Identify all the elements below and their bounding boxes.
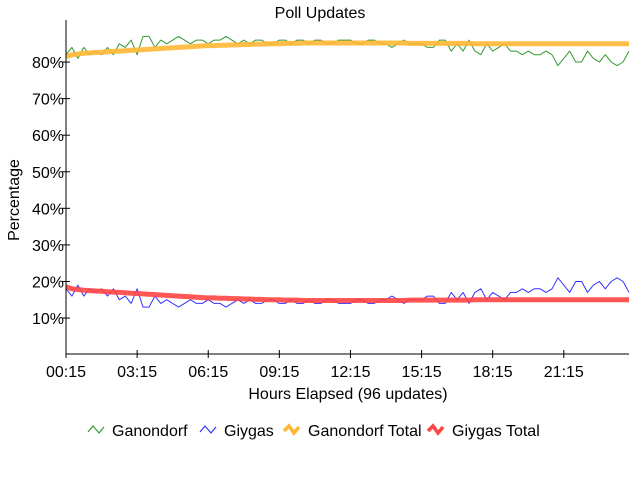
legend-swatch-icon	[426, 423, 445, 436]
legend-item: Ganondorf Total	[282, 423, 422, 440]
legend-label: Ganondorf	[112, 423, 188, 440]
x-tick-label: 00:15	[46, 364, 86, 381]
x-tick-label: 21:15	[544, 364, 584, 381]
series-line-giygas	[65, 277, 630, 308]
y-tick-label: 50%	[32, 165, 64, 182]
x-tick-label: 15:15	[402, 364, 442, 381]
legend-item: Giygas Total	[426, 423, 540, 440]
x-tick-label: 03:15	[117, 364, 157, 381]
legend-label: Giygas Total	[452, 423, 540, 440]
legend-item: Ganondorf	[87, 423, 188, 440]
x-tick-label: 09:15	[259, 364, 299, 381]
y-tick-label: 60%	[32, 128, 64, 145]
x-ticks: 00:15 03:15 06:15 09:15 12:15 15:15 18:15 21:15	[46, 350, 584, 381]
legend-swatch-icon	[282, 423, 301, 436]
y-tick-label: 30%	[32, 238, 64, 255]
legend-swatch-icon	[199, 425, 217, 434]
x-tick-label: 06:15	[188, 364, 228, 381]
chart-title: Poll Updates	[275, 5, 366, 22]
legend-label: Giygas	[224, 423, 274, 440]
y-tick-label: 40%	[32, 201, 64, 218]
series-line-giygas-total	[65, 284, 629, 303]
x-tick-label: 18:15	[473, 364, 513, 381]
y-tick-label: 70%	[32, 92, 64, 109]
x-tick-label: 12:15	[330, 364, 370, 381]
series-line-ganondorf	[65, 35, 630, 67]
y-ticks: 10% 20% 30% 40% 50% 60% 70% 80%	[32, 55, 70, 328]
legend-swatch-icon	[87, 425, 105, 434]
y-tick-label: 20%	[32, 274, 64, 291]
x-axis-label: Hours Elapsed (96 updates)	[248, 386, 447, 403]
y-tick-label: 10%	[32, 311, 64, 328]
y-tick-label: 80%	[32, 55, 64, 72]
legend-item: Giygas	[199, 423, 274, 440]
series-line-ganondorf-total	[65, 40, 629, 59]
legend: Ganondorf Giygas Ganondorf Total Giygas Tot…	[87, 423, 540, 440]
legend-label: Ganondorf Total	[308, 423, 422, 440]
series-layer	[65, 35, 630, 308]
y-axis-label: Percentage	[6, 159, 23, 241]
